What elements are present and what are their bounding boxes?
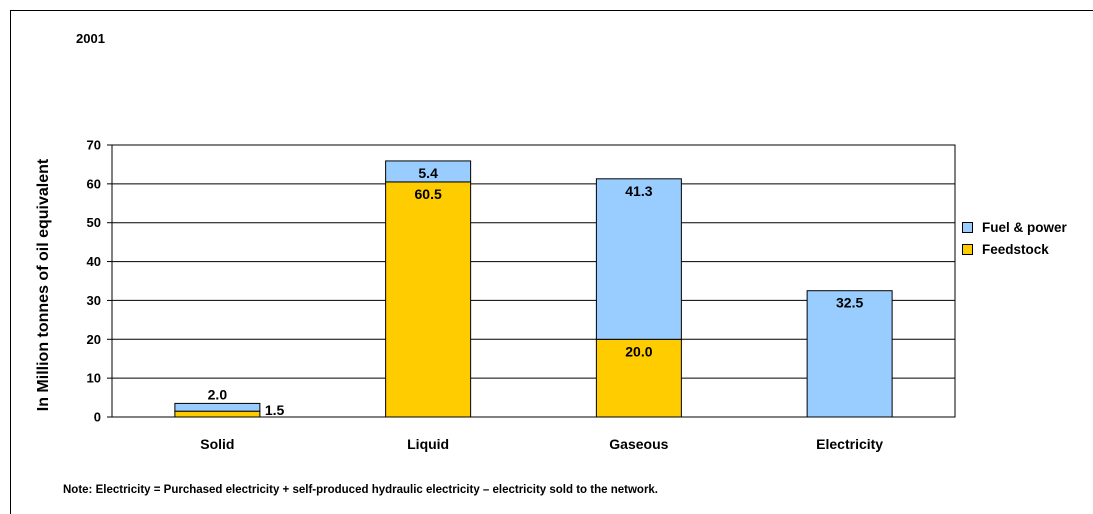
data-label-electricity-fuel-and-power: 32.5 — [836, 295, 863, 311]
legend-swatch-fuel-power — [962, 221, 973, 233]
bar-solid-fuel-and-power — [174, 402, 261, 412]
y-tick-label: 20 — [87, 332, 101, 347]
x-tick-label: Solid — [200, 436, 234, 452]
bar-liquid-feedstock — [385, 181, 472, 418]
chart-title: 2001 — [76, 31, 105, 46]
y-tick-label: 70 — [87, 138, 101, 153]
bar-solid-feedstock — [174, 410, 261, 418]
y-tick-label: 10 — [87, 371, 101, 386]
chart-note: Note: Electricity = Purchased electricit… — [63, 484, 659, 496]
legend-label-feedstock: Feedstock — [982, 241, 1049, 257]
data-label-gaseous-fuel-and-power: 41.3 — [625, 183, 652, 199]
data-label-solid-feedstock: 1.5 — [265, 402, 285, 418]
legend-item-fuel-power: Fuel & power — [962, 216, 1067, 238]
data-label-liquid-feedstock: 60.5 — [415, 186, 442, 202]
legend-swatch-feedstock — [962, 243, 973, 255]
legend-item-feedstock: Feedstock — [962, 238, 1067, 260]
chart-frame — [10, 10, 1093, 514]
bar-electricity-fuel-and-power — [806, 290, 893, 418]
y-tick-label: 60 — [87, 176, 101, 191]
bar-gaseous-feedstock — [595, 338, 682, 418]
x-tick-label: Gaseous — [609, 436, 668, 452]
bar-gaseous-fuel-and-power — [595, 178, 682, 340]
y-tick-label: 40 — [87, 254, 101, 269]
data-label-gaseous-feedstock: 20.0 — [625, 343, 652, 359]
plot-area-border — [111, 144, 956, 418]
x-tick-label: Liquid — [407, 436, 449, 452]
y-tick-label: 30 — [87, 293, 101, 308]
legend: Fuel & power Feedstock — [962, 216, 1067, 260]
data-label-solid-fuel-and-power: 2.0 — [208, 386, 228, 402]
y-tick-label: 50 — [87, 215, 101, 230]
legend-label-fuel-power: Fuel & power — [982, 219, 1067, 235]
data-label-liquid-fuel-and-power: 5.4 — [418, 165, 438, 181]
y-tick-label: 0 — [94, 410, 101, 425]
bar-liquid-fuel-and-power — [385, 160, 472, 183]
x-tick-label: Electricity — [816, 436, 883, 452]
